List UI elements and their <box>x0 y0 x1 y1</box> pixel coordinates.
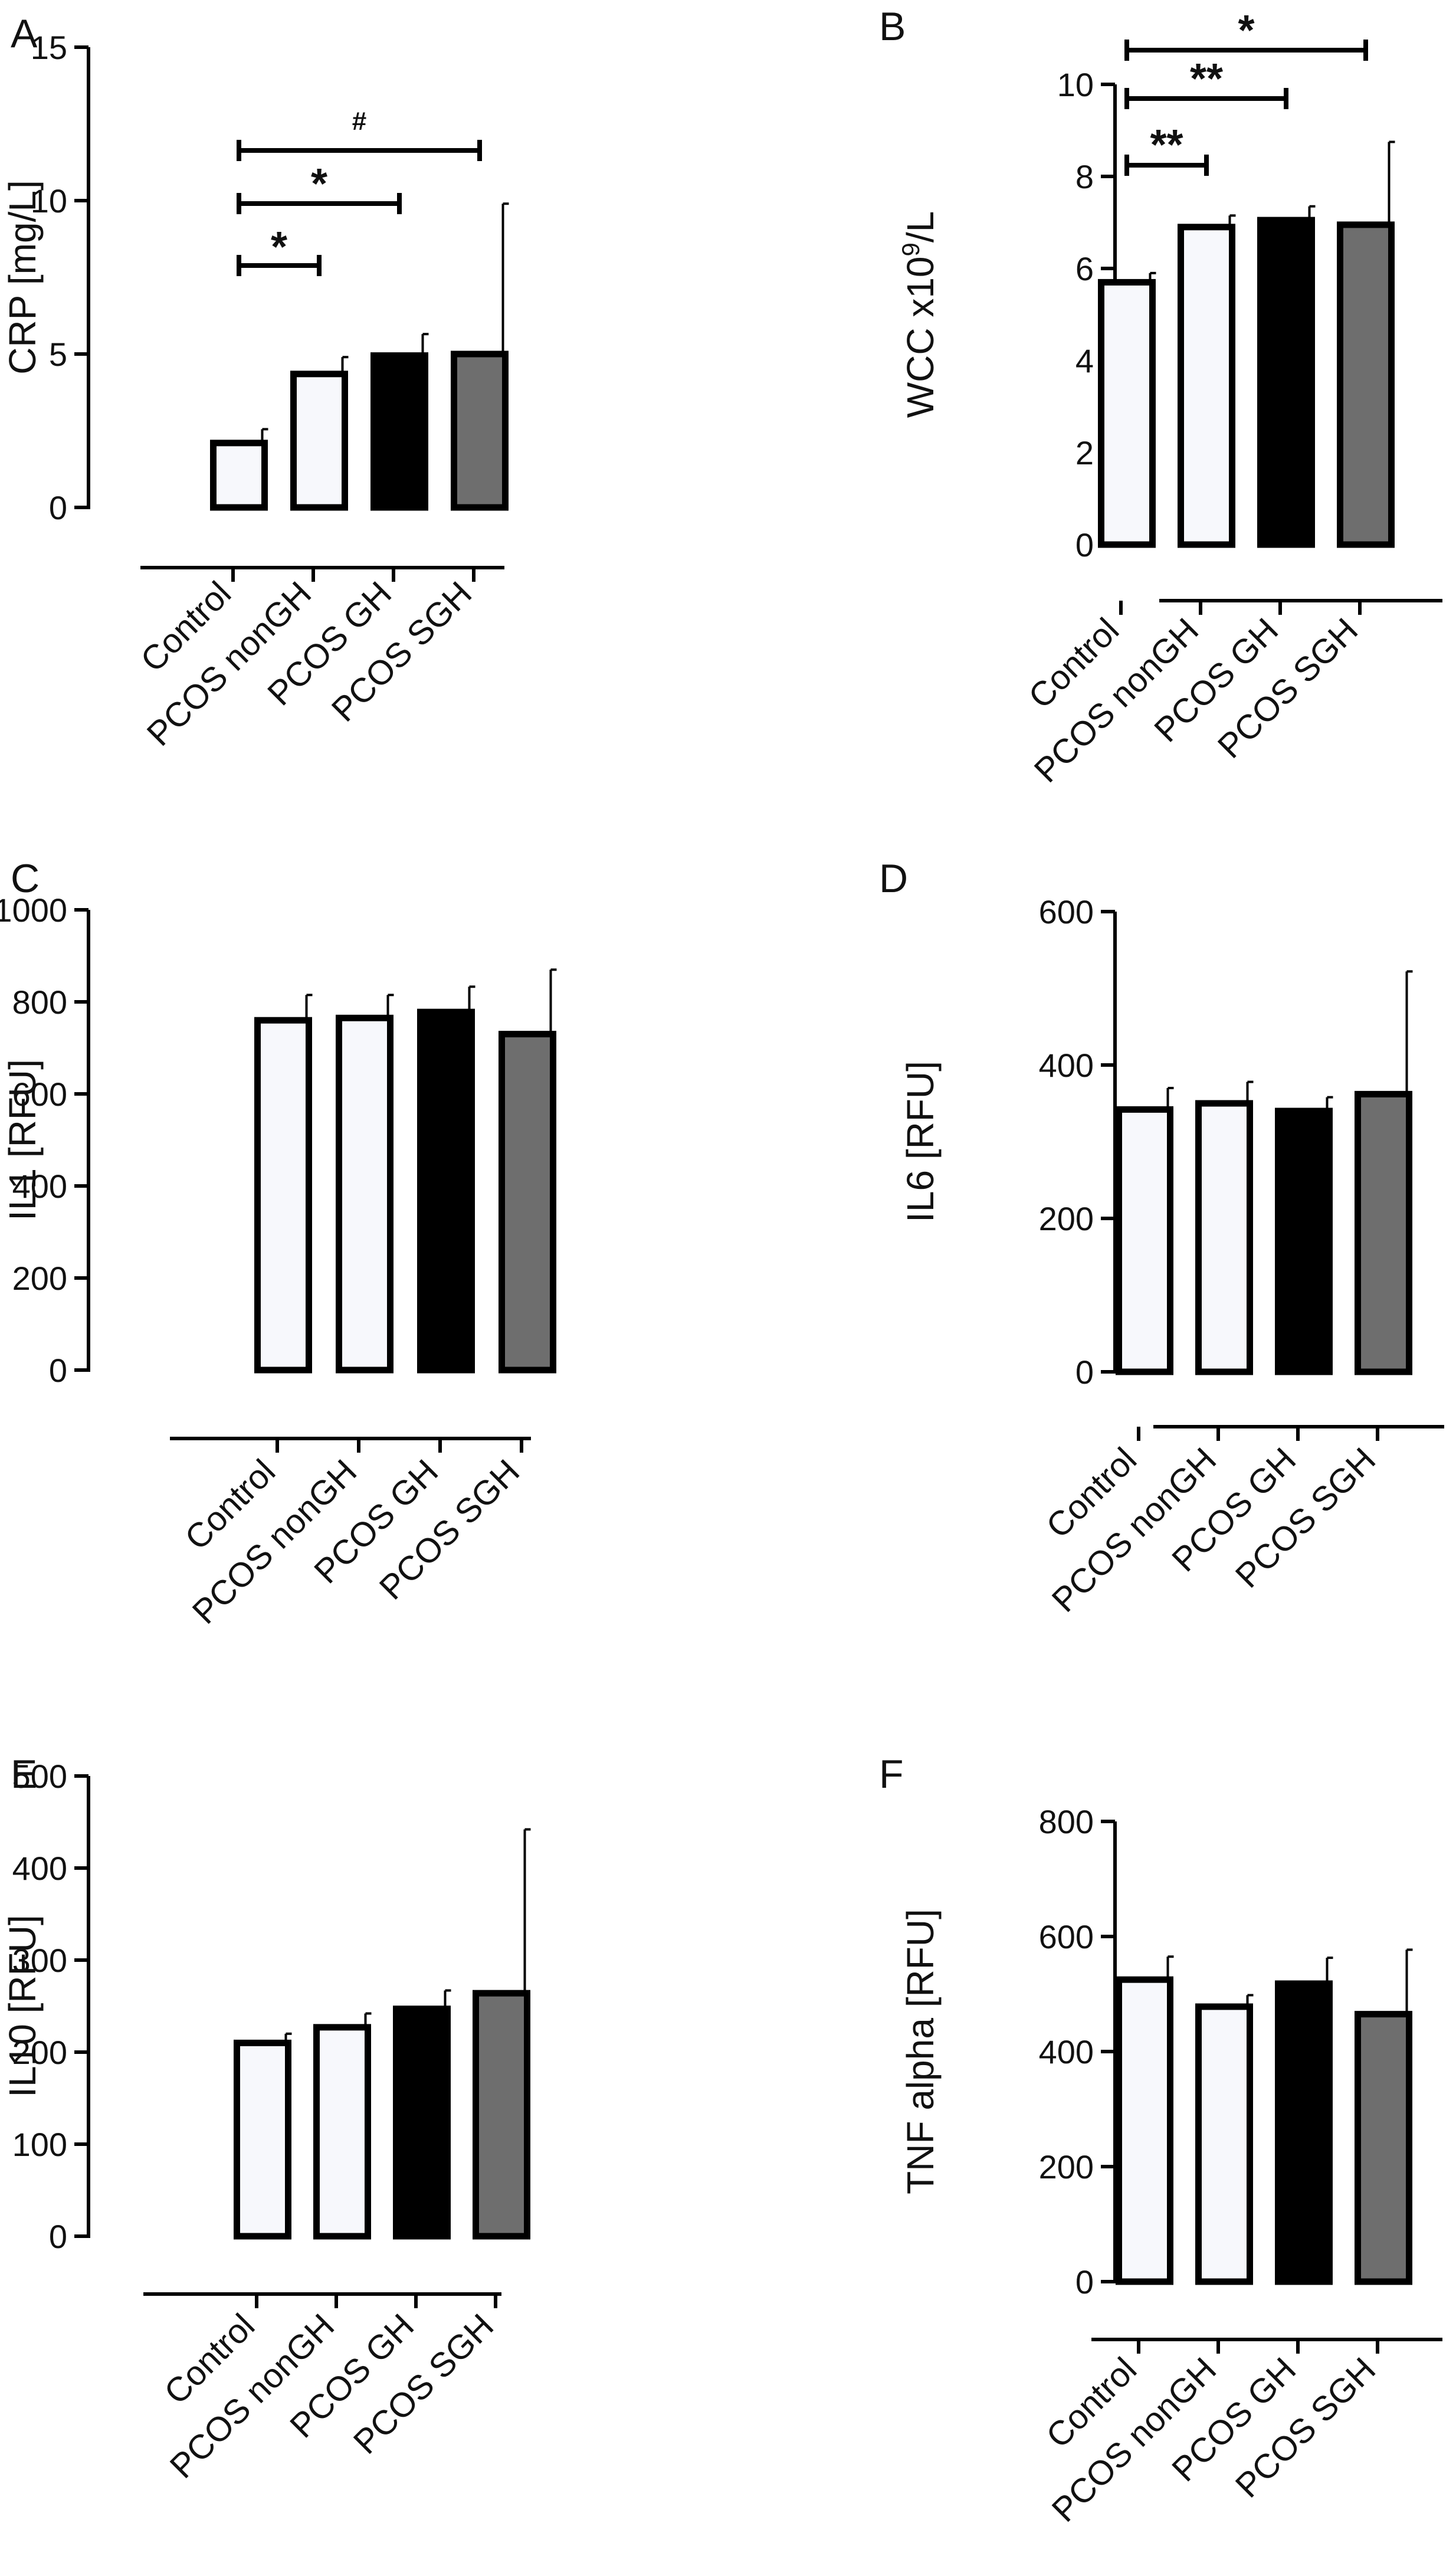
y-axis-title-superscript: 9 <box>897 243 924 256</box>
y-tick-label: 0 <box>1075 526 1094 563</box>
y-tick-label: 8 <box>1075 158 1094 195</box>
bar <box>1275 1980 1333 2285</box>
bar <box>1116 1106 1173 1375</box>
bar <box>1355 2011 1412 2285</box>
bar <box>210 440 268 511</box>
bar <box>234 2039 291 2240</box>
y-tick-label: 600 <box>1039 893 1094 930</box>
significance-label: ** <box>1190 55 1223 103</box>
bar <box>1355 1090 1412 1375</box>
bar <box>1116 1976 1173 2285</box>
bar <box>1098 278 1156 548</box>
y-tick-label: 2 <box>1075 434 1094 471</box>
y-tick-label: 500 <box>12 1758 67 1795</box>
y-tick-label: 0 <box>49 489 67 526</box>
bar <box>290 371 348 511</box>
bar <box>451 350 509 511</box>
bar <box>1337 221 1395 548</box>
y-tick-label: 600 <box>1039 1918 1094 1955</box>
y-tick-label: 10 <box>1057 66 1094 103</box>
bar <box>1257 217 1315 548</box>
y-tick-label: 800 <box>12 984 67 1021</box>
y-tick-label: 800 <box>1039 1803 1094 1840</box>
y-tick-label: 0 <box>49 2218 67 2255</box>
y-axis-title: WCC x109/L <box>897 211 942 418</box>
y-tick-label: 4 <box>1075 342 1094 379</box>
significance-label: * <box>1238 7 1254 54</box>
y-tick-label: 400 <box>12 1168 67 1205</box>
panel-label: C <box>11 856 40 901</box>
y-axis-title-main: CRP [mg/L] <box>1 180 44 375</box>
significance-label: * <box>311 160 327 208</box>
bar <box>393 2006 451 2240</box>
y-axis-title-main: IL1 [RFU] <box>1 1059 44 1221</box>
y-tick-label: 600 <box>12 1076 67 1113</box>
y-axis-title: IL6 [RFU] <box>899 1061 942 1223</box>
y-tick-label: 400 <box>12 1850 67 1887</box>
y-axis-title: TNF alpha [RFU] <box>899 1909 942 2194</box>
bar <box>1275 1107 1333 1375</box>
bar <box>1195 1100 1253 1375</box>
y-axis-title-main: TNF alpha [RFU] <box>899 1909 942 2194</box>
bar <box>254 1017 312 1374</box>
panel-label: B <box>879 4 906 49</box>
y-tick-label: 200 <box>12 1260 67 1297</box>
significance-label: ** <box>1150 122 1183 169</box>
panel-label: F <box>879 1752 904 1797</box>
panel-label: E <box>11 1752 37 1797</box>
y-axis-title-suffix: /L <box>899 211 942 243</box>
y-axis-title: CRP [mg/L] <box>1 180 44 375</box>
y-tick-label: 10 <box>31 182 67 219</box>
y-tick-label: 200 <box>1039 1200 1094 1237</box>
y-tick-label: 6 <box>1075 250 1094 287</box>
y-tick-label: 200 <box>1039 2148 1094 2185</box>
y-axis-title-main: WCC x10 <box>899 256 942 418</box>
bar <box>1178 224 1235 548</box>
bar <box>1195 2003 1253 2285</box>
y-axis-title: IL1 [RFU] <box>1 1059 44 1221</box>
y-tick-label: 0 <box>1075 2263 1094 2301</box>
y-axis-title-main: IL10 [RFU] <box>1 1915 44 2097</box>
y-tick-label: 200 <box>12 2034 67 2071</box>
y-axis-title-main: IL6 [RFU] <box>899 1061 942 1223</box>
y-tick-label: 15 <box>31 29 67 66</box>
panel-label: D <box>879 856 908 901</box>
bar <box>473 1990 530 2240</box>
y-tick-label: 300 <box>12 1942 67 1979</box>
bar <box>417 1008 475 1374</box>
bar <box>499 1031 556 1374</box>
y-axis-title: IL10 [RFU] <box>1 1915 44 2097</box>
y-tick-label: 400 <box>1039 2033 1094 2070</box>
y-tick-label: 400 <box>1039 1047 1094 1084</box>
significance-label: # <box>352 107 366 136</box>
y-tick-label: 100 <box>12 2126 67 2163</box>
significance-label: * <box>271 224 287 271</box>
bar <box>336 1014 393 1374</box>
panel-label: A <box>11 11 38 56</box>
y-tick-label: 0 <box>1075 1354 1094 1391</box>
y-tick-label: 1000 <box>0 892 67 929</box>
bar <box>370 352 428 511</box>
y-tick-label: 0 <box>49 1352 67 1389</box>
y-tick-label: 5 <box>49 336 67 373</box>
bar <box>313 2024 371 2240</box>
